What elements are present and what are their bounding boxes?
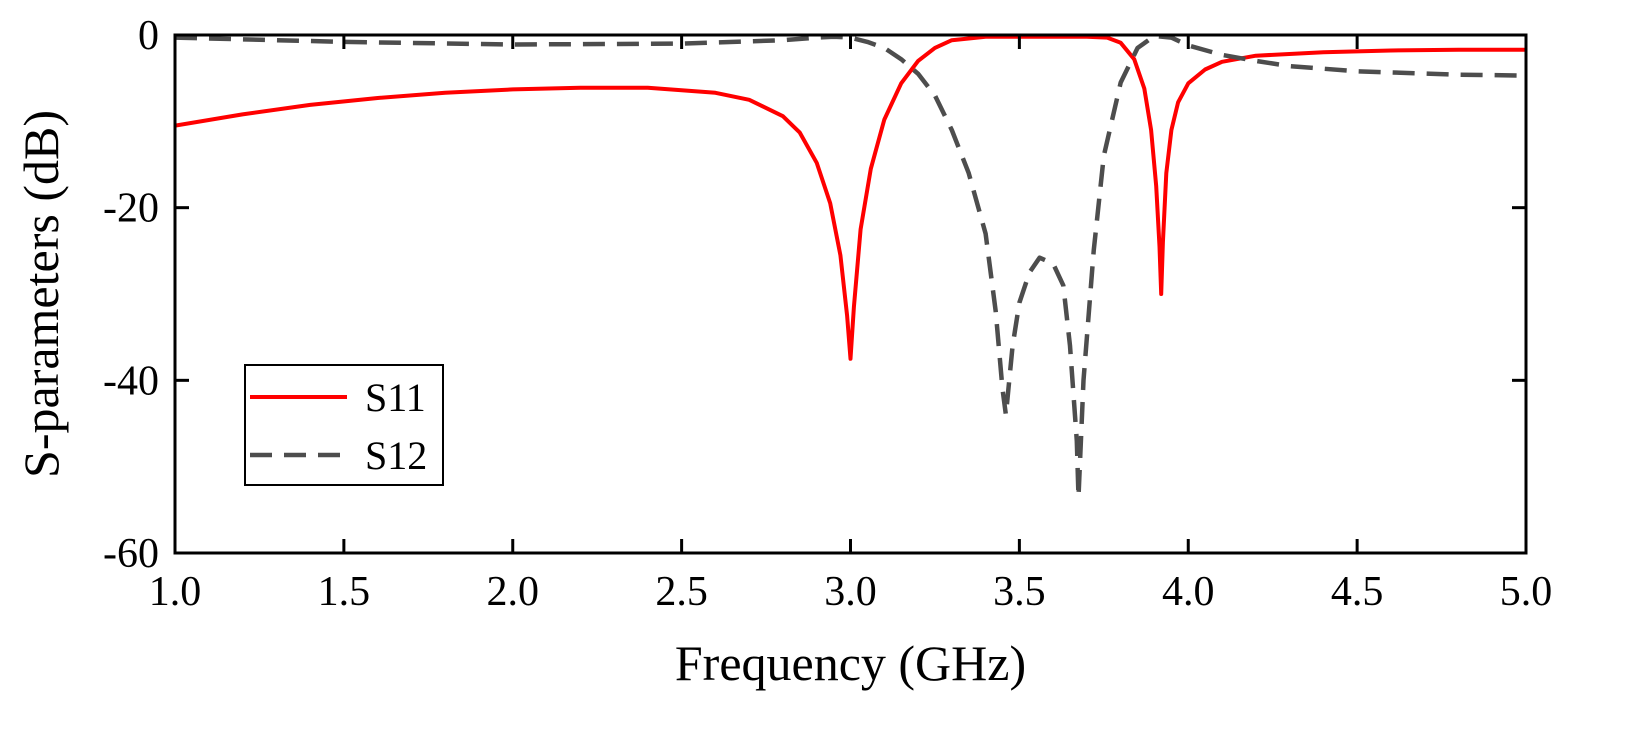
- series-line-s12: [175, 33, 1526, 500]
- series-layer: [175, 33, 1526, 500]
- y-tick-label: 0: [138, 13, 159, 59]
- legend: S11 S12: [244, 364, 444, 486]
- legend-box: [244, 364, 444, 486]
- x-tick-label: 1.5: [318, 569, 371, 615]
- x-tick-label: 3.0: [824, 569, 877, 615]
- legend-label-s11: S11: [365, 375, 426, 420]
- x-axis-title: Frequency (GHz): [675, 635, 1026, 691]
- x-tick-label: 4.0: [1162, 569, 1215, 615]
- x-tick-label: 1.0: [149, 569, 202, 615]
- y-tick-label: -20: [103, 186, 159, 232]
- x-tick-label: 2.0: [487, 569, 540, 615]
- x-tick-label: 2.5: [655, 569, 708, 615]
- x-tick-label: 5.0: [1500, 569, 1553, 615]
- y-tick-label: -40: [103, 358, 159, 404]
- y-tick-label: -60: [103, 531, 159, 577]
- x-tick-label: 3.5: [993, 569, 1046, 615]
- series-line-s11: [175, 34, 1526, 361]
- tick-layer: 1.0 1.5 2.0 2.5 3.0 3.5 4.0 4.5 5.0 0 -20 -40 -60: [103, 13, 1552, 615]
- x-tick-label: 4.5: [1331, 569, 1384, 615]
- legend-label-s12: S12: [365, 433, 427, 478]
- y-axis-title: S-parameters (dB): [13, 110, 69, 478]
